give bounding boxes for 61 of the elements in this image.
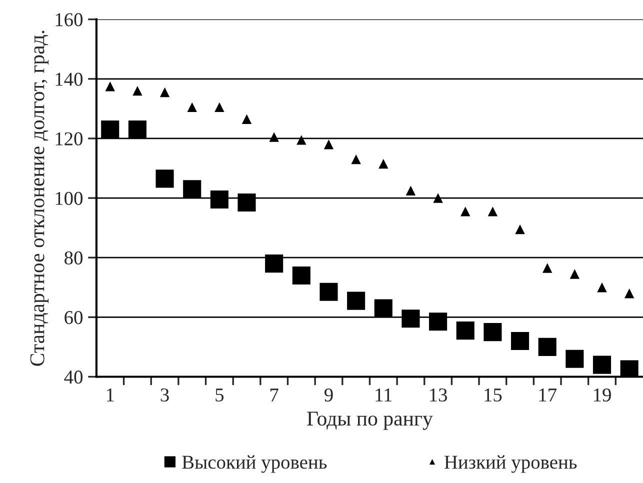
point — [624, 288, 634, 298]
x-tick-label: 13 — [430, 388, 448, 402]
y-axis-title: Стандартное отклонение долгот, град. — [30, 30, 49, 366]
point — [160, 87, 170, 98]
point — [238, 193, 256, 212]
point — [433, 193, 443, 203]
x-tick-label: 15 — [484, 388, 502, 402]
point — [292, 266, 310, 284]
point — [620, 360, 638, 377]
point — [132, 86, 142, 96]
point — [156, 170, 174, 188]
point — [484, 323, 502, 342]
point — [511, 332, 530, 350]
y-tick-label: 60 — [64, 310, 83, 324]
point — [429, 312, 448, 331]
y-tick-label: 40 — [64, 370, 83, 384]
point — [592, 356, 612, 374]
point — [542, 263, 552, 273]
y-tick-label: 100 — [56, 192, 83, 205]
x-tick-label: 1 — [106, 388, 114, 402]
point — [374, 299, 392, 318]
point — [183, 180, 202, 198]
point — [214, 102, 224, 112]
point — [378, 158, 388, 169]
point — [515, 224, 525, 234]
point — [265, 254, 284, 273]
x-tick-label: 9 — [324, 388, 333, 402]
point — [402, 310, 420, 328]
point — [538, 338, 556, 356]
point — [597, 282, 607, 292]
point — [570, 269, 580, 279]
x-tick-label: 7 — [270, 388, 278, 402]
point — [296, 135, 306, 145]
x-tick-label: 5 — [216, 388, 224, 402]
point — [269, 132, 279, 142]
point — [320, 282, 338, 301]
point — [456, 322, 474, 340]
y-tick-label: 160 — [56, 13, 83, 26]
point — [105, 81, 115, 92]
point — [351, 154, 361, 164]
x-axis-title: Годы по рангу — [307, 412, 433, 430]
x-tick-label: 17 — [539, 388, 557, 402]
legend-label: Высокий уровень — [182, 455, 327, 473]
point — [347, 292, 366, 310]
point — [406, 186, 416, 196]
y-tick-label: 80 — [64, 251, 83, 265]
x-tick-label: 11 — [376, 388, 392, 402]
y-tick-label: 140 — [56, 72, 83, 86]
y-tick-label: 120 — [56, 132, 83, 146]
x-tick-label: 19 — [594, 388, 611, 402]
legend-label: Низкий уровень — [444, 455, 577, 473]
point — [128, 120, 146, 139]
x-tick-label: 3 — [160, 388, 169, 402]
point — [101, 120, 120, 139]
point — [488, 206, 498, 216]
point — [324, 140, 334, 150]
point — [187, 102, 197, 112]
point — [210, 190, 228, 209]
point — [566, 350, 584, 368]
point — [242, 114, 252, 124]
point — [460, 206, 470, 216]
